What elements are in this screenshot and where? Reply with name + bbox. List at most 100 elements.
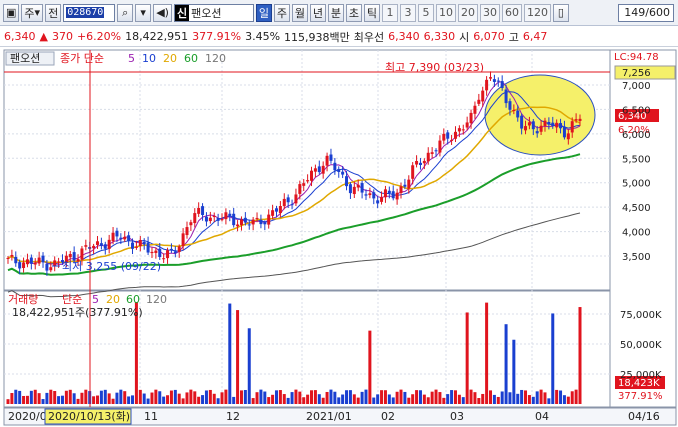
volume-bar <box>201 395 205 404</box>
volume-panel-frame <box>3 290 611 408</box>
candle-body <box>247 224 251 226</box>
candle-body <box>189 222 193 226</box>
volume-bar <box>492 394 496 404</box>
interval-10[interactable]: 10 <box>435 3 456 22</box>
volume-bar <box>204 390 208 404</box>
volume-bar <box>263 391 267 404</box>
candle-body <box>376 200 380 204</box>
candle-body <box>72 252 76 261</box>
volume-bar <box>539 389 543 404</box>
volume-bar <box>543 392 547 404</box>
period-week[interactable]: 주 <box>273 3 290 22</box>
candle-body <box>197 207 201 214</box>
volume-bar <box>239 390 243 404</box>
volume-bar <box>306 394 310 404</box>
volume-bar <box>298 391 302 404</box>
quote-change-pct: +6.20% <box>76 30 122 43</box>
prev-button[interactable]: 전 <box>45 3 62 22</box>
x-label-2021-01: 2021/01 <box>306 410 352 423</box>
interval-3[interactable]: 3 <box>399 3 416 22</box>
volume-bar <box>348 390 352 404</box>
volume-bar <box>578 307 582 404</box>
candle-body <box>489 77 493 79</box>
period-month[interactable]: 월 <box>291 3 308 22</box>
stock-code-input[interactable]: 028670 <box>63 3 116 22</box>
candle-body <box>543 120 547 126</box>
stock-chart[interactable]: 팬오션 종가 단순 5 10 20 60 120 최고 7,390 (03/23… <box>0 48 678 427</box>
candle-body <box>434 150 438 152</box>
candle-body <box>485 79 489 91</box>
candle-body <box>524 126 528 131</box>
volume-bar <box>146 398 150 404</box>
interval-1[interactable]: 1 <box>381 3 398 22</box>
candle-body <box>348 184 352 194</box>
dropdown-icon[interactable]: ▾ <box>135 3 152 22</box>
period-year[interactable]: 년 <box>309 3 326 22</box>
candle-body <box>555 122 559 128</box>
stock-name-field[interactable]: 신 팬오션 <box>173 3 254 22</box>
search-icon[interactable]: ⌕ <box>117 3 134 22</box>
candle-body <box>53 260 57 266</box>
vol-ma60-legend: 60 <box>126 293 140 306</box>
volume-badge: 18,423K <box>618 378 660 389</box>
candle-body <box>356 184 360 188</box>
ma20-line <box>7 106 581 264</box>
scroll-icon[interactable]: ▯ <box>552 3 569 22</box>
candle-body <box>146 242 150 253</box>
interval-30[interactable]: 30 <box>479 3 500 22</box>
candle-body <box>45 264 49 271</box>
x-axis <box>3 407 677 426</box>
candle-body <box>512 109 516 111</box>
volume-bar <box>531 396 535 404</box>
ma10-legend: 10 <box>142 52 156 65</box>
candle-body <box>134 246 138 248</box>
period-minute[interactable]: 분 <box>327 3 344 22</box>
candle-body <box>119 237 123 240</box>
candle-body <box>6 257 10 259</box>
candle-body <box>267 214 271 225</box>
min-price-label: 최저 3,255 (09/22) <box>62 260 161 273</box>
candle-body <box>10 254 14 257</box>
candle-body <box>228 213 232 216</box>
period-second[interactable]: 초 <box>345 3 362 22</box>
volume-bar <box>49 389 53 404</box>
volume-bar <box>53 390 57 404</box>
volume-bar <box>317 394 321 404</box>
interval-5[interactable]: 5 <box>417 3 434 22</box>
volume-bar <box>267 397 271 404</box>
price-tick-label: 7,000 <box>622 81 651 92</box>
volume-bar <box>286 397 290 404</box>
period-tick[interactable]: 틱 <box>363 3 380 22</box>
volume-bar <box>166 395 170 404</box>
candle-body <box>99 243 103 246</box>
volume-bar <box>360 391 364 404</box>
interval-20[interactable]: 20 <box>457 3 478 22</box>
candle-body <box>95 241 99 245</box>
candle-body <box>574 119 578 121</box>
candle-body <box>22 262 26 269</box>
period-day[interactable]: 일 <box>255 3 272 22</box>
candle-body <box>127 235 131 241</box>
candle-body <box>508 101 512 110</box>
volume-bar <box>247 328 251 404</box>
data-count-field[interactable]: 149/600 <box>618 4 674 22</box>
candle-body <box>453 131 457 139</box>
window-menu-button[interactable]: ▣ <box>3 3 20 22</box>
candle-body <box>387 190 391 194</box>
interval-60[interactable]: 60 <box>501 3 522 22</box>
candle-body <box>29 257 33 264</box>
interval-120[interactable]: 120 <box>523 3 551 22</box>
volume-bar <box>403 391 407 404</box>
chart-canvas[interactable]: 팬오션 종가 단순 5 10 20 60 120 최고 7,390 (03/23… <box>0 48 678 427</box>
volume-bar <box>95 395 99 404</box>
candle-body <box>18 262 22 269</box>
candle-body <box>150 251 154 254</box>
panel-title: 팬오션 <box>10 52 40 65</box>
sound-icon[interactable]: ◀) <box>153 3 172 22</box>
volume-bar <box>84 389 88 404</box>
volume-badge-box <box>615 376 665 389</box>
candle-body <box>520 115 524 129</box>
mode-select[interactable]: 주 ▾ <box>21 3 44 22</box>
candle-body <box>49 267 53 271</box>
candle-body <box>169 248 173 250</box>
